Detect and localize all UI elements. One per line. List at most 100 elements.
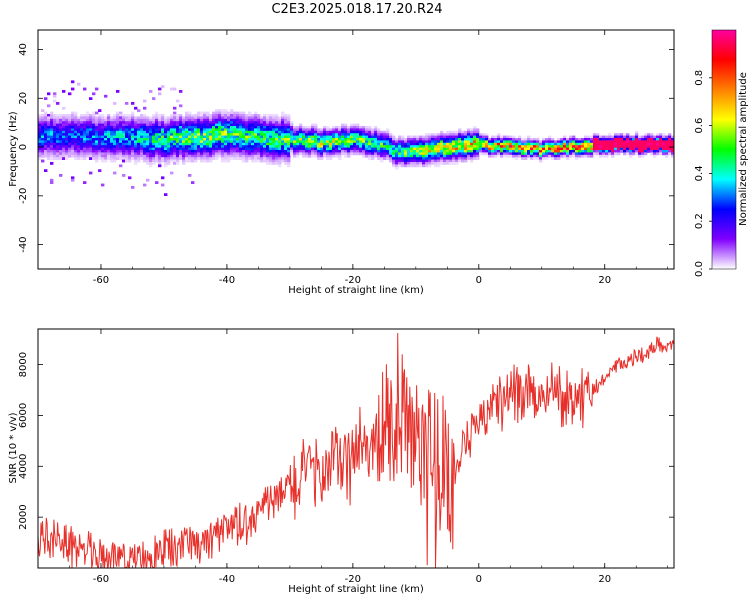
heatmap-cell <box>212 145 216 148</box>
heatmap-cell <box>467 135 471 139</box>
heatmap-cell <box>539 147 543 151</box>
heatmap-cell <box>281 130 285 134</box>
heatmap-cell <box>146 118 150 122</box>
heatmap-cell <box>395 159 399 163</box>
heatmap-cell <box>269 152 273 156</box>
heatmap-cell <box>326 152 330 156</box>
heatmap-cell <box>158 126 162 129</box>
heatmap-cell <box>200 111 204 115</box>
heatmap-cell <box>563 140 567 144</box>
heatmap-cell <box>194 138 198 141</box>
heatmap-cell <box>68 116 72 120</box>
heatmap-cell <box>170 114 174 117</box>
heatmap-cell <box>227 111 231 115</box>
heatmap-cell <box>155 181 159 184</box>
heatmap-cell <box>266 142 270 146</box>
heatmap-cell <box>635 142 639 146</box>
heatmap-cell <box>401 142 405 146</box>
heatmap-cell <box>158 92 162 96</box>
heatmap-cell <box>458 135 462 139</box>
heatmap-cell <box>365 152 369 156</box>
heatmap-cell <box>296 150 300 153</box>
heatmap-cell <box>569 142 573 146</box>
heatmap-cell <box>221 159 225 163</box>
heatmap-cell <box>218 123 222 127</box>
heatmap-cell <box>74 145 78 148</box>
heatmap-cell <box>506 147 510 151</box>
heatmap-cell <box>254 111 258 115</box>
heatmap-cell <box>200 154 204 158</box>
heatmap-cell <box>266 133 270 136</box>
heatmap-cell <box>164 147 168 151</box>
heatmap-cell <box>89 157 93 160</box>
heatmap-cell <box>497 152 501 156</box>
spectrogram-y-tick-label: 20 <box>18 92 29 105</box>
heatmap-cell <box>194 159 198 163</box>
heatmap-cell <box>92 157 96 160</box>
heatmap-cell <box>125 116 129 120</box>
heatmap-cell <box>158 150 162 153</box>
heatmap-cell <box>155 123 159 127</box>
heatmap-cell <box>644 140 648 144</box>
heatmap-cell <box>98 150 102 153</box>
heatmap-cell <box>158 147 162 151</box>
heatmap-cell <box>302 154 306 158</box>
heatmap-cell <box>332 135 336 139</box>
heatmap-cell <box>629 138 633 141</box>
heatmap-cell <box>518 138 522 141</box>
heatmap-cell <box>209 135 213 139</box>
heatmap-cell <box>92 114 96 117</box>
heatmap-cell <box>482 138 486 141</box>
heatmap-cell <box>332 126 336 129</box>
heatmap-cell <box>104 133 108 136</box>
heatmap-cell <box>245 147 249 151</box>
heatmap-cell <box>572 154 576 158</box>
heatmap-cell <box>509 154 513 158</box>
heatmap-cell <box>491 147 495 151</box>
heatmap-cell <box>119 114 123 117</box>
heatmap-cell <box>296 135 300 139</box>
heatmap-cell <box>284 150 288 153</box>
heatmap-cell <box>254 138 258 141</box>
heatmap-cell <box>227 159 231 163</box>
heatmap-cell <box>245 157 249 160</box>
heatmap-cell <box>65 147 69 151</box>
heatmap-cell <box>137 130 141 134</box>
heatmap-cell <box>620 150 624 153</box>
heatmap-cell <box>167 147 171 151</box>
heatmap-cell <box>590 147 594 151</box>
heatmap-cell <box>179 135 183 139</box>
heatmap-cell <box>95 154 99 158</box>
heatmap-cell <box>554 147 558 151</box>
heatmap-cell <box>377 130 381 134</box>
heatmap-cell <box>245 142 249 146</box>
heatmap-cell <box>470 130 474 134</box>
heatmap-cell <box>299 147 303 151</box>
heatmap-cell <box>71 133 75 136</box>
heatmap-cell <box>119 128 123 132</box>
heatmap-cell <box>47 123 51 127</box>
heatmap-cell <box>218 154 222 158</box>
heatmap-cell <box>500 138 504 141</box>
heatmap-cell <box>206 145 210 148</box>
heatmap-cell <box>428 145 432 148</box>
heatmap-cell <box>125 154 129 158</box>
heatmap-cell <box>365 126 369 129</box>
heatmap-cell <box>284 121 288 124</box>
heatmap-cell <box>65 123 69 127</box>
heatmap-cell <box>104 128 108 132</box>
heatmap-cell <box>62 140 66 144</box>
heatmap-cell <box>656 152 660 156</box>
heatmap-cell <box>239 128 243 132</box>
heatmap-cell <box>44 140 48 144</box>
heatmap-cell <box>203 111 207 115</box>
heatmap-cell <box>425 157 429 160</box>
heatmap-cell <box>80 147 84 151</box>
heatmap-cell <box>269 118 273 122</box>
heatmap-cell <box>194 145 198 148</box>
heatmap-cell <box>188 121 192 124</box>
heatmap-cell <box>377 157 381 160</box>
heatmap-cell <box>617 133 621 136</box>
heatmap-cell <box>551 147 555 151</box>
